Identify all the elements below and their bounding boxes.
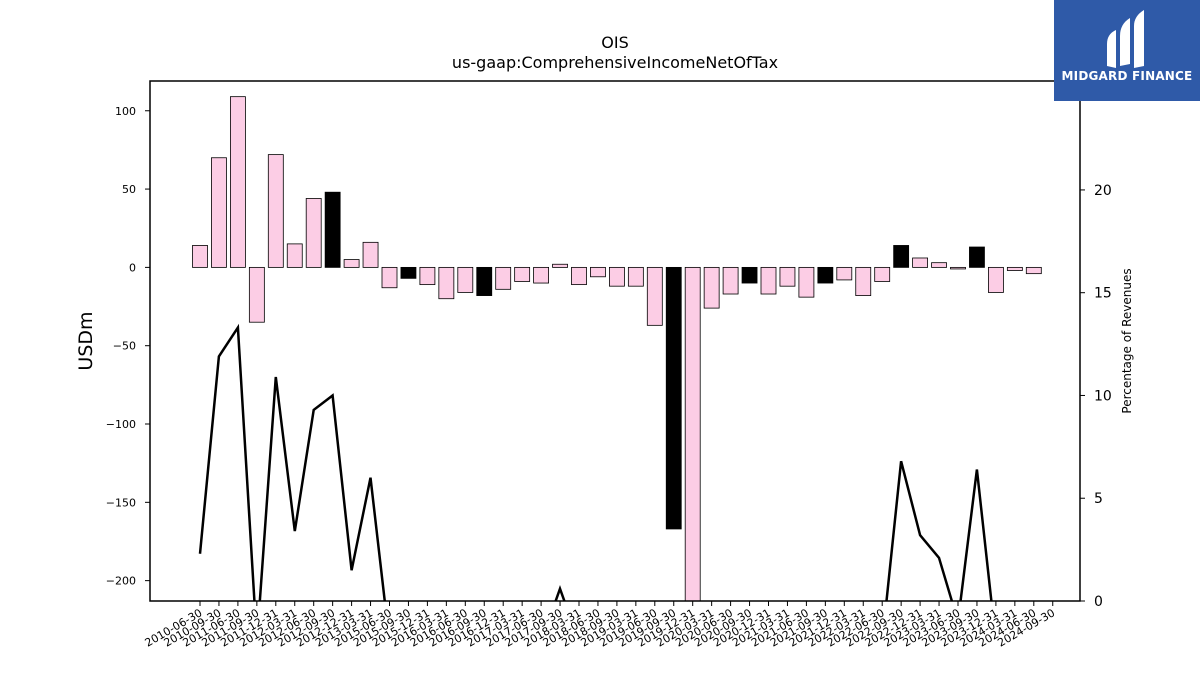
bar	[722, 266, 739, 295]
plot-frame	[149, 80, 1081, 602]
bar	[229, 96, 246, 268]
bar	[400, 266, 417, 279]
y-tick-label: −200	[106, 575, 136, 588]
bar	[855, 266, 872, 296]
bar	[192, 245, 208, 268]
bar	[836, 266, 853, 281]
bar	[305, 198, 322, 268]
y-axis-ticks: 100 50 0 −50 −100 −150 −200	[106, 105, 150, 588]
bar	[817, 266, 834, 284]
bar	[267, 154, 284, 268]
bar	[874, 266, 891, 282]
bar	[343, 259, 360, 268]
y-tick-label: −150	[106, 496, 136, 509]
bar	[476, 266, 493, 296]
logo-text: MIDGARD FINANCE	[1061, 69, 1193, 83]
y-tick-label: 0	[129, 261, 136, 274]
bar	[457, 266, 474, 293]
bar	[760, 266, 777, 295]
bar	[912, 257, 928, 268]
bar	[665, 266, 682, 530]
y2-tick-label: 20	[1094, 183, 1112, 199]
logo-mark-icon	[1107, 10, 1144, 68]
y-tick-label: −50	[113, 340, 136, 353]
line-series	[198, 323, 993, 601]
bar	[893, 245, 910, 268]
y2-tick-label: 15	[1094, 286, 1112, 302]
bar	[514, 266, 531, 282]
bar	[1025, 266, 1042, 275]
y-tick-label: 100	[115, 105, 136, 118]
y-tick-label: −100	[106, 418, 136, 431]
bar	[931, 262, 947, 268]
chart-title: OIS	[601, 33, 628, 52]
bar	[419, 266, 436, 286]
bar	[779, 266, 796, 287]
bar	[741, 266, 758, 284]
bar	[684, 266, 701, 601]
y-axis-label: USDm	[75, 311, 97, 370]
bar	[533, 266, 549, 284]
bar	[703, 266, 720, 309]
bar	[211, 157, 227, 268]
midgard-finance-logo: MIDGARD FINANCE	[1054, 0, 1200, 101]
bar	[646, 266, 663, 326]
y2-axis-label: Percentage of Revenues	[1120, 268, 1134, 413]
bar	[381, 266, 398, 289]
chart-subtitle: us-gaap:ComprehensiveIncomeNetOfTax	[452, 53, 778, 72]
bar	[590, 266, 606, 278]
bar	[362, 241, 379, 268]
bar	[988, 266, 1004, 293]
y2-tick-label: 5	[1094, 491, 1103, 507]
y2-axis-ticks: 0 5 10 15 20	[1080, 183, 1112, 610]
bar	[324, 191, 341, 268]
bar	[969, 246, 985, 268]
bar	[495, 266, 512, 290]
y-tick-label: 50	[122, 183, 136, 196]
bar	[438, 266, 455, 300]
bar	[609, 266, 625, 287]
y2-tick-label: 0	[1094, 594, 1103, 610]
y2-tick-label: 10	[1094, 388, 1112, 404]
bar	[571, 266, 587, 286]
bar	[627, 266, 644, 287]
bar	[248, 266, 265, 323]
bar	[950, 266, 966, 270]
x-axis-ticks: 2010-06-302010-09-302011-06-302011-09-30…	[143, 601, 1057, 650]
bar	[286, 243, 303, 268]
bar-series	[192, 96, 1042, 601]
bar	[798, 266, 815, 298]
bar	[1006, 266, 1023, 271]
bar	[552, 263, 568, 268]
line-percentage-of-revenues	[198, 323, 993, 601]
